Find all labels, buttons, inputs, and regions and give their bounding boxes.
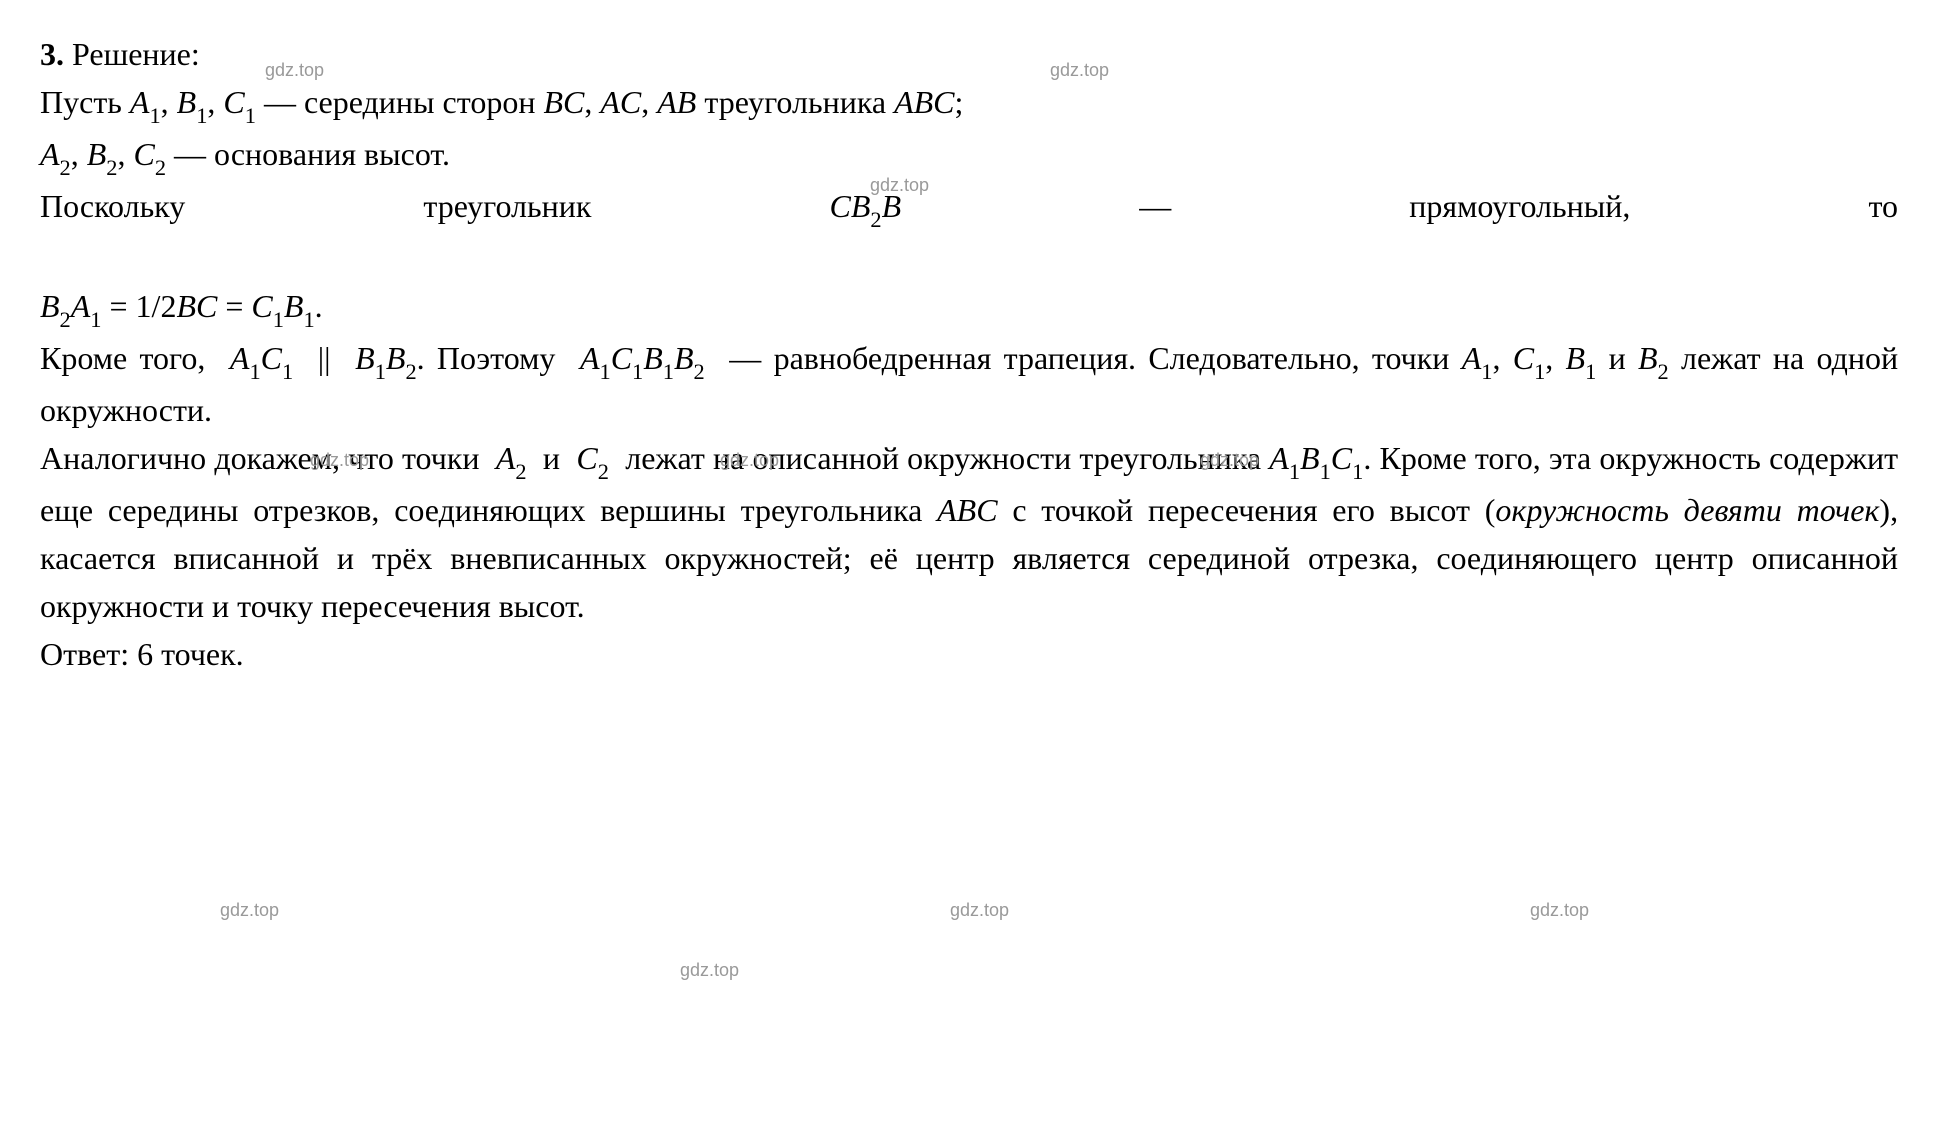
answer-line: Ответ: 6 точек. (40, 630, 1898, 678)
watermark: gdz.top (1530, 900, 1589, 921)
solution-label: Решение: (72, 36, 200, 72)
line-2: Пусть A1, B1, C1 — середины сторон BC, A… (40, 78, 1898, 130)
line-3: A2, B2, C2 — основания высот. (40, 130, 1898, 182)
line-9: Аналогично докажем, что точки A2 и C2 ле… (40, 434, 1898, 630)
line-4: Поскольку треугольник CB2B — прямоугольн… (40, 182, 1898, 282)
line-5: B2A1 = 1/2BC = C1B1. (40, 282, 1898, 334)
solution-text: 3. Решение: Пусть A1, B1, C1 — середины … (40, 30, 1898, 678)
problem-number: 3. (40, 36, 64, 72)
watermark: gdz.top (950, 900, 1009, 921)
watermark: gdz.top (680, 960, 739, 981)
watermark: gdz.top (220, 900, 279, 921)
line-6: Кроме того, A1C1 || B1B2. Поэтому A1C1B1… (40, 334, 1898, 434)
line-1: 3. Решение: (40, 30, 1898, 78)
